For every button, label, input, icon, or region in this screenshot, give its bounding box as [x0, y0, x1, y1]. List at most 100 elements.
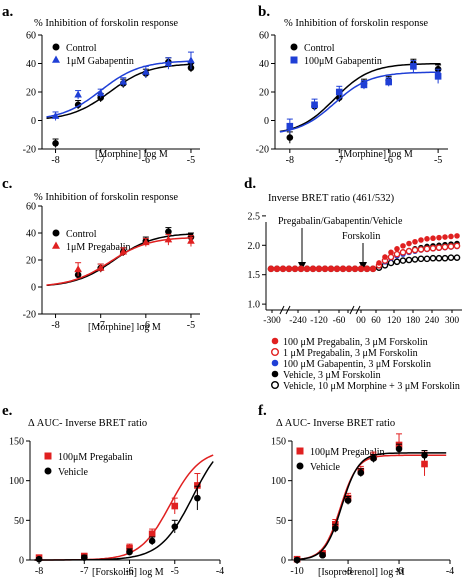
panel-b-data-point	[434, 73, 442, 80]
panel-d-data-point	[417, 246, 425, 253]
panel-e-data-point	[171, 502, 179, 510]
panel-f-x-tick-label: -4	[446, 566, 454, 577]
panel-a-title: % Inhibition of forskolin response	[34, 18, 178, 29]
panel-f-x-tick-label: -6	[395, 566, 403, 577]
panel-d-data-point	[454, 233, 460, 239]
panel-c-data-point	[96, 263, 105, 271]
panel-e-y-tick-label: 150	[9, 437, 24, 448]
panel-d-data-point	[441, 243, 449, 251]
panel-d-legend-1: 1 μM Pregabalin, 3 μM Forskolin	[283, 348, 418, 359]
panel-b-x-tick-label: -7	[335, 155, 343, 166]
panel-a-data-point	[187, 56, 195, 64]
panel-a: a. % Inhibition of forskolin response [M…	[2, 4, 200, 166]
panel-b-label: b.	[258, 4, 270, 20]
panel-d-legend-4: Vehicle, 10 μM Morphine + 3 μM Forskolin	[283, 381, 460, 392]
panel-d-data-point	[417, 255, 425, 263]
panel-d-data-point	[328, 266, 334, 272]
panel-f-data-point	[357, 469, 365, 477]
panel-c-data-point	[119, 247, 128, 255]
panel-f-xlabel: [Isoproterenol] log M	[318, 567, 405, 578]
panel-e-xlabel: [Forskolin] log M	[92, 567, 164, 578]
panel-c-y-tick-label: 0	[31, 283, 36, 294]
panel-d-data-point	[322, 266, 328, 272]
panel-e-data-point	[148, 530, 156, 538]
panel-d-data-point	[268, 266, 274, 272]
panel-d-data-point	[453, 254, 461, 261]
panel-f-y-tick-label: 0	[281, 556, 286, 567]
panel-f-data-point	[421, 460, 428, 468]
panel-b-fit-curve-1	[279, 71, 441, 133]
panel-c-data-point	[187, 236, 195, 244]
panel-b-x-tick-label: -5	[434, 155, 442, 166]
panel-d-data-point	[393, 250, 401, 258]
panel-d-axis-break	[285, 305, 291, 315]
panel-e-y-tick-label: 100	[9, 476, 24, 487]
panel-d-data-point	[435, 254, 443, 262]
panel-d-data-point	[280, 266, 286, 272]
panel-c-y-tick-label: -20	[23, 310, 36, 321]
panel-a-x-tick-label: -6	[142, 155, 150, 166]
panel-d: d. Inverse BRET ratio (461/532) Pregabal…	[244, 176, 462, 392]
panel-e-y-tick-label: 50	[14, 516, 24, 527]
panel-d-legend-marker-4	[271, 381, 280, 390]
panel-d-data-point	[393, 258, 401, 266]
panel-d-data-point	[370, 266, 376, 272]
panel-d-data-point	[387, 253, 395, 261]
panel-d-x-tick-label: 120	[387, 316, 402, 326]
panel-b-y-tick-label: 60	[259, 31, 269, 42]
panel-e-legend-marker-1	[44, 467, 52, 475]
panel-d-legend-2: 100 μM Gabapentin, 3 μM Forskolin	[283, 359, 431, 370]
panel-a-y-tick-label: 60	[26, 31, 36, 42]
panel-b-y-tick-label: 0	[264, 116, 269, 127]
panel-d-x-tick-label: 00	[356, 316, 366, 326]
panel-a-y-tick-label: 40	[26, 59, 36, 70]
panel-e-data-point	[80, 554, 88, 561]
panel-b: b. % Inhibition of forskolin response [M…	[256, 4, 448, 166]
panel-f-data-point	[293, 556, 301, 564]
panel-f-legend-0: 100μM Pregabalin	[310, 447, 385, 458]
panel-d-x-tick-label: -120	[310, 316, 328, 326]
panel-f-data-point	[421, 451, 428, 459]
panel-c-y-tick-label: 40	[26, 229, 36, 240]
panel-d-data-point	[423, 245, 431, 253]
panel-d-data-point	[447, 243, 455, 250]
panel-b-x-tick-label: -6	[385, 155, 393, 166]
panel-d-x-tick-label: -60	[333, 316, 346, 326]
panel-d-data-point	[411, 256, 419, 263]
panel-d-data-point	[453, 242, 461, 250]
panel-d-x-tick-label: 60	[371, 316, 381, 326]
panel-d-data-point	[418, 237, 424, 243]
panel-d-data-point	[423, 255, 431, 263]
panel-c-data-point	[142, 238, 150, 246]
panel-d-legend-marker-1	[271, 348, 280, 357]
panel-d-title: Inverse BRET ratio (461/532)	[268, 193, 395, 204]
panel-d-data-point	[394, 246, 400, 252]
panel-c-legend-marker-1	[52, 241, 60, 249]
panel-a-y-tick-label: -20	[23, 145, 36, 156]
panel-d-legend-0: 100 μM Pregabalin, 3 μM Forskolin	[283, 337, 428, 348]
panel-d-legend-marker-2	[271, 359, 279, 367]
panel-d-x-tick-label: -300	[263, 316, 281, 326]
panel-d-data-point	[358, 266, 364, 272]
panel-d-data-point	[424, 236, 430, 242]
panel-f-y-tick-label: 100	[271, 476, 286, 487]
panel-e-x-tick-label: -5	[171, 566, 179, 577]
panel-d-data-point	[405, 247, 413, 255]
panel-e-x-tick-label: -6	[125, 566, 133, 577]
panel-d-data-point	[334, 266, 340, 272]
panel-f-data-point	[332, 524, 339, 532]
panel-c-legend-marker-0	[52, 229, 60, 237]
panel-a-legend-marker-0	[52, 43, 60, 51]
panel-d-data-point	[436, 234, 442, 241]
panel-b-data-point	[385, 78, 392, 86]
panel-f: f. Δ AUC- Inverse BRET ratio [Isoprotere…	[258, 403, 454, 578]
panel-d-data-point	[376, 260, 382, 266]
panel-e-x-tick-label: -4	[216, 566, 224, 577]
panel-a-y-tick-label: 20	[26, 88, 36, 99]
panel-b-data-point	[410, 63, 417, 70]
panel-f-y-tick-label: 150	[271, 437, 286, 448]
panel-d-y-tick-label: 1.5	[248, 270, 261, 281]
panel-d-data-point	[430, 235, 436, 242]
panel-d-y-tick-label: 2.5	[248, 211, 261, 222]
panel-c-label: c.	[2, 176, 13, 192]
